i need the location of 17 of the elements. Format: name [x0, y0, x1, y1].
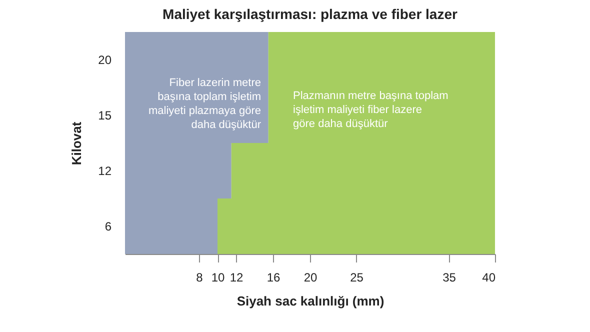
y-tick-label: 15 — [98, 108, 112, 122]
x-tick-label: 16 — [266, 270, 280, 284]
x-tick-label: 20 — [304, 270, 318, 284]
x-tick-label: 8 — [196, 270, 204, 284]
y-tick-label: 12 — [98, 164, 112, 178]
annotation: Plazmanın metre başına toplam işletim maliyeti fiber lazere göre daha düşüktür — [293, 90, 448, 130]
x-tick-label: 10 — [211, 270, 225, 284]
annotation: Fiber lazerin metre başına toplam işletim maliyeti plazmaya göre daha düşüktür — [148, 77, 262, 131]
x-tick-label: 40 — [482, 270, 496, 284]
y-axis-title: Kilovat — [69, 121, 84, 166]
x-tick-label: 35 — [442, 270, 456, 284]
x-tick-label: 12 — [230, 270, 244, 284]
x-axis-title: Siyah sac kalınlığı (mm) — [236, 294, 384, 308]
y-tick-label: 6 — [104, 219, 112, 234]
x-tick-label: 25 — [350, 270, 364, 284]
y-tick-label: 20 — [98, 52, 112, 67]
chart-title: Maliyet karşılaştırması: plazma ve fiber lazer — [162, 6, 458, 22]
